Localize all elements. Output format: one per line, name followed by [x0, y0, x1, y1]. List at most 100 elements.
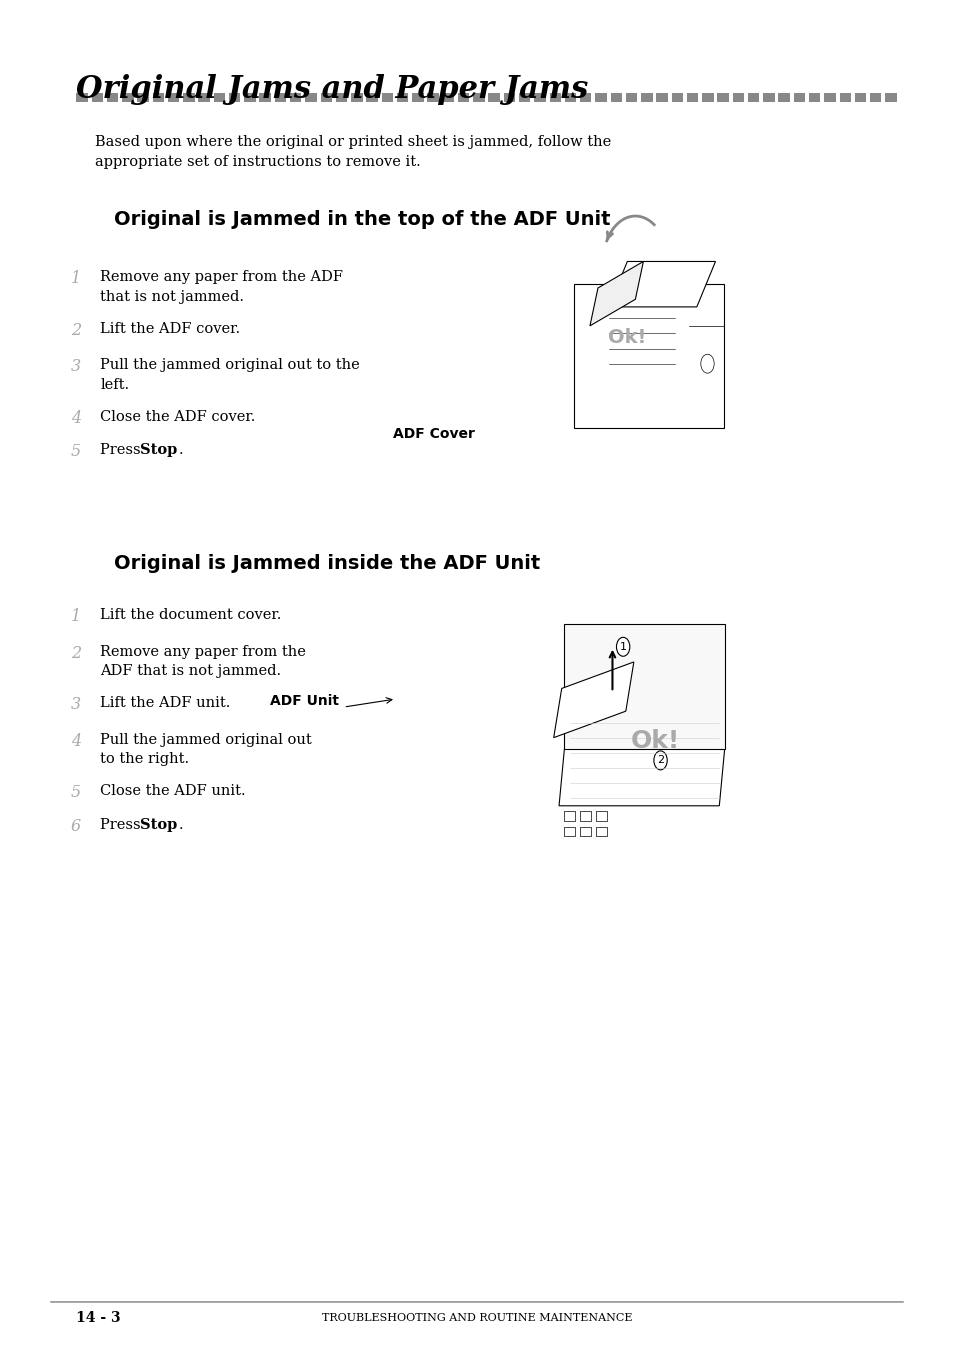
Bar: [122, 92, 133, 101]
Text: 5: 5: [71, 784, 81, 802]
Polygon shape: [608, 261, 715, 307]
Bar: [869, 92, 881, 101]
Text: Remove any paper from the ADF
that is not jammed.: Remove any paper from the ADF that is no…: [100, 270, 343, 304]
Bar: [884, 92, 896, 101]
Text: Remove any paper from the
ADF that is not jammed.: Remove any paper from the ADF that is no…: [100, 645, 306, 679]
Bar: [596, 826, 606, 836]
Polygon shape: [564, 625, 724, 749]
Bar: [747, 92, 759, 101]
Bar: [366, 92, 377, 101]
Bar: [290, 92, 301, 101]
Bar: [579, 811, 591, 821]
Bar: [579, 92, 591, 101]
Text: Press: Press: [100, 818, 145, 831]
Bar: [457, 92, 469, 101]
Text: 2: 2: [71, 645, 81, 662]
Circle shape: [616, 637, 629, 656]
Circle shape: [653, 750, 666, 769]
Bar: [213, 92, 225, 101]
Bar: [762, 92, 774, 101]
Bar: [442, 92, 454, 101]
Text: 1: 1: [71, 608, 81, 626]
Bar: [686, 92, 698, 101]
Text: Ok!: Ok!: [630, 730, 679, 753]
Bar: [701, 92, 713, 101]
Text: Original is Jammed inside the ADF Unit: Original is Jammed inside the ADF Unit: [114, 554, 540, 573]
Bar: [152, 92, 164, 101]
Text: 2: 2: [71, 322, 81, 339]
Bar: [596, 811, 606, 821]
Text: ADF Unit: ADF Unit: [270, 694, 338, 707]
Bar: [610, 92, 621, 101]
Text: Press: Press: [100, 443, 145, 457]
Polygon shape: [589, 261, 642, 326]
Text: 2: 2: [657, 756, 663, 765]
Text: ADF Cover: ADF Cover: [393, 427, 475, 441]
Bar: [564, 92, 576, 101]
Bar: [244, 92, 255, 101]
Bar: [793, 92, 804, 101]
Bar: [381, 92, 393, 101]
Bar: [854, 92, 865, 101]
Bar: [335, 92, 347, 101]
Bar: [229, 92, 240, 101]
Bar: [640, 92, 652, 101]
Bar: [595, 92, 606, 101]
Bar: [168, 92, 179, 101]
FancyBboxPatch shape: [574, 284, 722, 429]
Bar: [274, 92, 286, 101]
Bar: [839, 92, 850, 101]
Bar: [259, 92, 271, 101]
Polygon shape: [558, 749, 724, 806]
Text: 4: 4: [71, 733, 81, 750]
Text: 5: 5: [71, 443, 81, 461]
Text: Original is Jammed in the top of the ADF Unit: Original is Jammed in the top of the ADF…: [114, 210, 610, 228]
Bar: [76, 92, 88, 101]
Text: Lift the ADF unit.: Lift the ADF unit.: [100, 696, 231, 710]
Text: Stop: Stop: [140, 818, 177, 831]
Bar: [564, 826, 575, 836]
Bar: [808, 92, 820, 101]
Bar: [396, 92, 408, 101]
Text: Lift the document cover.: Lift the document cover.: [100, 608, 281, 622]
Text: 3: 3: [71, 696, 81, 714]
Text: 6: 6: [71, 818, 81, 836]
Text: TROUBLESHOOTING AND ROUTINE MAINTENANCE: TROUBLESHOOTING AND ROUTINE MAINTENANCE: [321, 1313, 632, 1324]
Text: .: .: [178, 443, 183, 457]
Text: 14 - 3: 14 - 3: [76, 1311, 121, 1325]
Text: 1: 1: [71, 270, 81, 288]
Text: 3: 3: [71, 358, 81, 376]
Text: Stop: Stop: [140, 443, 177, 457]
Bar: [473, 92, 484, 101]
Bar: [107, 92, 118, 101]
Bar: [183, 92, 194, 101]
Bar: [351, 92, 362, 101]
Bar: [137, 92, 149, 101]
Bar: [503, 92, 515, 101]
Text: Ok!: Ok!: [607, 327, 646, 346]
Bar: [518, 92, 530, 101]
Text: Pull the jammed original out to the
left.: Pull the jammed original out to the left…: [100, 358, 359, 392]
Bar: [427, 92, 438, 101]
Text: Pull the jammed original out
to the right.: Pull the jammed original out to the righ…: [100, 733, 312, 767]
Bar: [823, 92, 835, 101]
Text: Based upon where the original or printed sheet is jammed, follow the
appropriate: Based upon where the original or printed…: [95, 135, 611, 169]
Bar: [534, 92, 545, 101]
Text: Close the ADF cover.: Close the ADF cover.: [100, 410, 255, 423]
Bar: [778, 92, 789, 101]
Circle shape: [700, 354, 714, 373]
Text: .: .: [178, 818, 183, 831]
Text: Lift the ADF cover.: Lift the ADF cover.: [100, 322, 240, 335]
Polygon shape: [553, 662, 633, 738]
Bar: [91, 92, 103, 101]
Bar: [564, 811, 575, 821]
Bar: [549, 92, 560, 101]
Text: 1: 1: [619, 642, 626, 652]
Bar: [305, 92, 316, 101]
Bar: [717, 92, 728, 101]
Bar: [320, 92, 332, 101]
Text: 4: 4: [71, 410, 81, 427]
Text: Close the ADF unit.: Close the ADF unit.: [100, 784, 246, 798]
Bar: [656, 92, 667, 101]
Bar: [412, 92, 423, 101]
